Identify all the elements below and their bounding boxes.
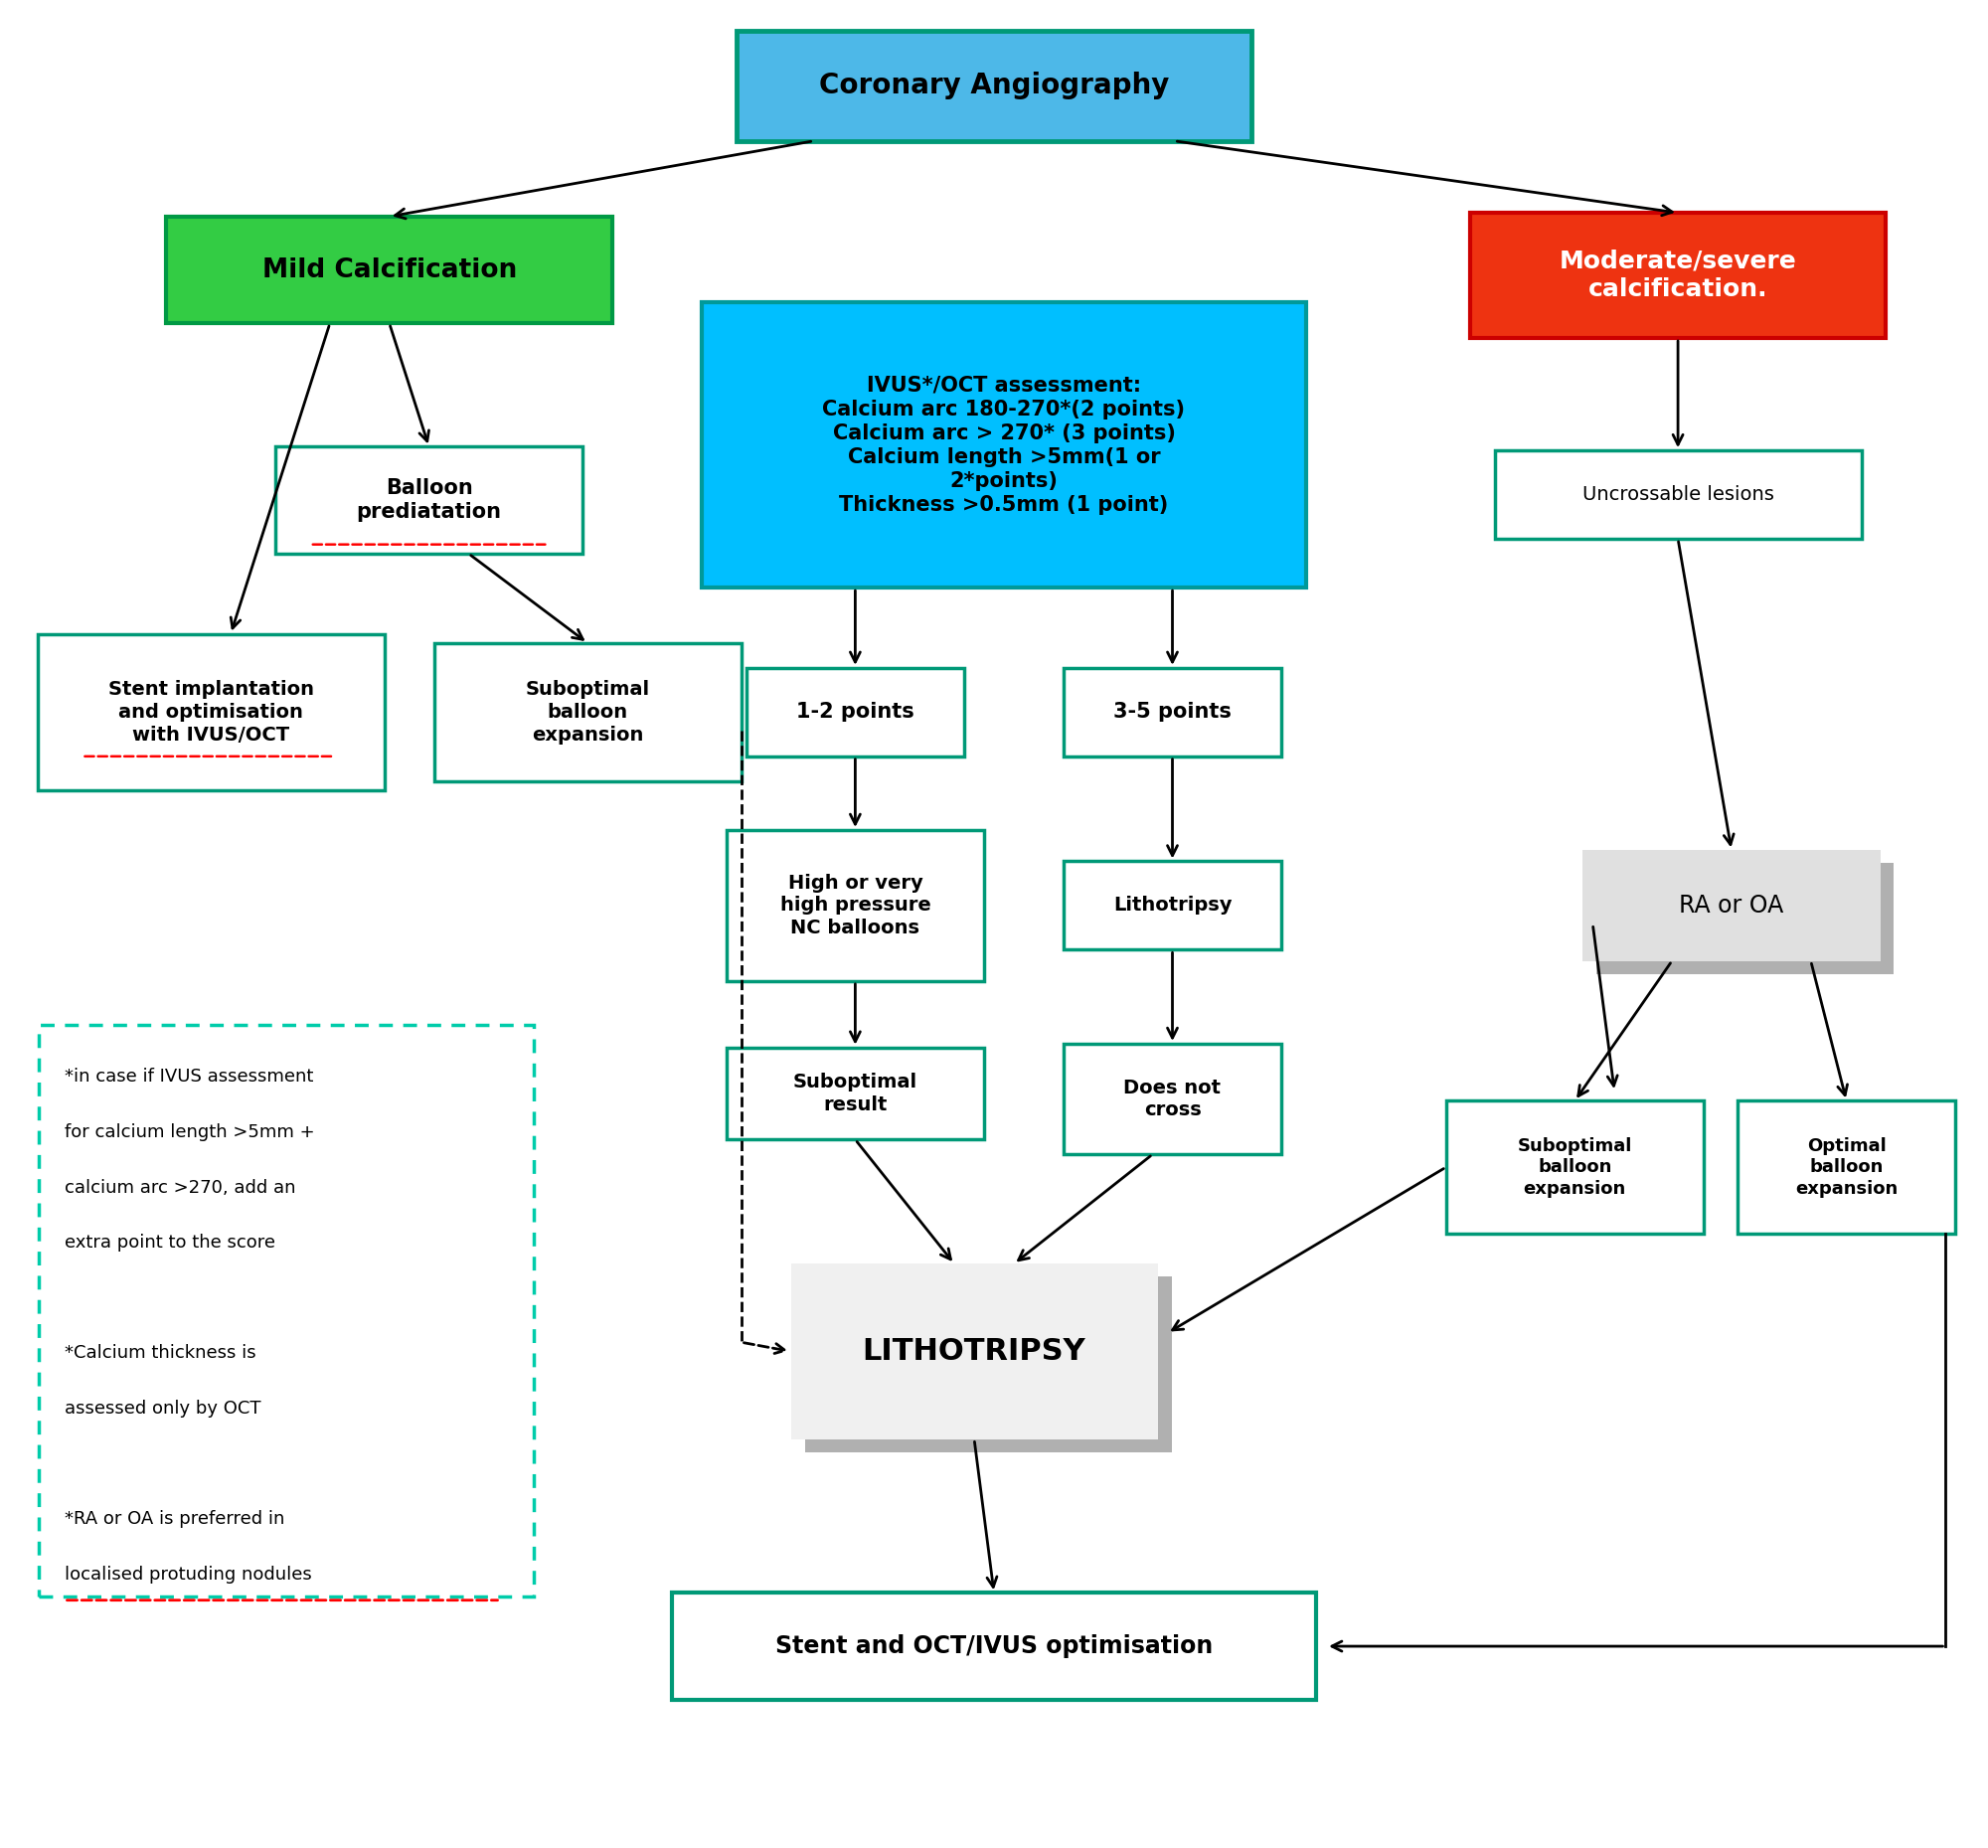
FancyBboxPatch shape (805, 1277, 1171, 1453)
FancyBboxPatch shape (1445, 1101, 1704, 1233)
Text: Balloon
prediatation: Balloon prediatation (356, 479, 501, 523)
FancyBboxPatch shape (1469, 213, 1887, 338)
Text: RA or OA: RA or OA (1680, 894, 1783, 917)
Text: Suboptimal
balloon
expansion: Suboptimal balloon expansion (1517, 1137, 1632, 1198)
FancyBboxPatch shape (736, 30, 1252, 140)
FancyBboxPatch shape (38, 634, 384, 791)
FancyBboxPatch shape (433, 643, 742, 782)
Text: Mild Calcification: Mild Calcification (262, 257, 517, 283)
FancyBboxPatch shape (276, 447, 582, 554)
Text: IVUS*/OCT assessment:
Calcium arc 180-270*(2 points)
Calcium arc > 270* (3 point: IVUS*/OCT assessment: Calcium arc 180-27… (823, 375, 1185, 514)
Text: Stent implantation
and optimisation
with IVUS/OCT: Stent implantation and optimisation with… (107, 680, 314, 745)
Text: calcium arc >270, add an: calcium arc >270, add an (64, 1179, 296, 1196)
FancyBboxPatch shape (1064, 861, 1282, 950)
Text: Coronary Angiography: Coronary Angiography (819, 72, 1169, 100)
Text: LITHOTRIPSY: LITHOTRIPSY (863, 1338, 1085, 1366)
FancyBboxPatch shape (791, 1264, 1157, 1440)
Text: 1-2 points: 1-2 points (797, 702, 914, 723)
Text: Suboptimal
result: Suboptimal result (793, 1072, 916, 1114)
FancyBboxPatch shape (1596, 863, 1895, 974)
FancyBboxPatch shape (38, 1026, 535, 1597)
Text: assessed only by OCT: assessed only by OCT (64, 1399, 260, 1417)
FancyBboxPatch shape (702, 303, 1306, 588)
FancyBboxPatch shape (726, 830, 984, 981)
FancyBboxPatch shape (726, 1048, 984, 1140)
Text: 3-5 points: 3-5 points (1113, 702, 1231, 723)
FancyBboxPatch shape (1064, 1044, 1282, 1155)
Text: Suboptimal
balloon
expansion: Suboptimal balloon expansion (525, 680, 650, 745)
Text: for calcium length >5mm +: for calcium length >5mm + (64, 1124, 314, 1142)
Text: *Calcium thickness is: *Calcium thickness is (64, 1343, 256, 1362)
Text: Uncrossable lesions: Uncrossable lesions (1582, 486, 1773, 505)
Text: High or very
high pressure
NC balloons: High or very high pressure NC balloons (779, 874, 930, 937)
FancyBboxPatch shape (746, 667, 964, 756)
FancyBboxPatch shape (1582, 850, 1881, 961)
FancyBboxPatch shape (1738, 1101, 1956, 1233)
Text: Does not
cross: Does not cross (1123, 1077, 1221, 1120)
Text: extra point to the score: extra point to the score (64, 1234, 274, 1251)
Text: Stent and OCT/IVUS optimisation: Stent and OCT/IVUS optimisation (775, 1634, 1213, 1658)
Text: Moderate/severe
calcification.: Moderate/severe calcification. (1559, 249, 1797, 301)
FancyBboxPatch shape (1495, 451, 1861, 540)
Text: Lithotripsy: Lithotripsy (1113, 896, 1233, 915)
FancyBboxPatch shape (672, 1593, 1316, 1700)
Text: *RA or OA is preferred in: *RA or OA is preferred in (64, 1510, 284, 1528)
FancyBboxPatch shape (167, 216, 612, 323)
Text: Optimal
balloon
expansion: Optimal balloon expansion (1795, 1137, 1899, 1198)
FancyBboxPatch shape (1064, 667, 1282, 756)
Text: localised protuding nodules: localised protuding nodules (64, 1565, 312, 1584)
Text: *in case if IVUS assessment: *in case if IVUS assessment (64, 1068, 312, 1087)
